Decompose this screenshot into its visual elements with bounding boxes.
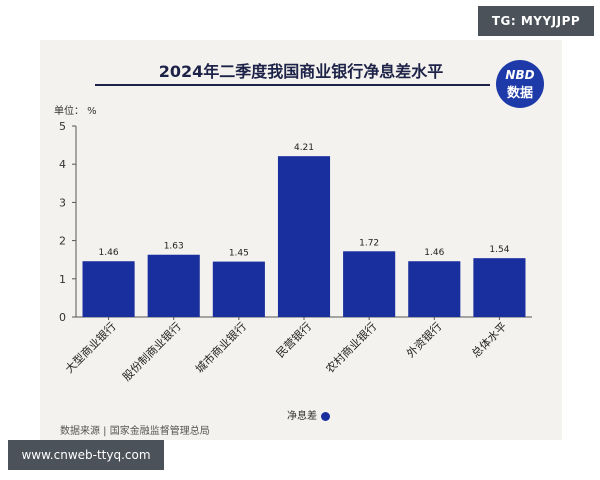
y-tick-label: 5 xyxy=(59,120,66,133)
bar-value-label: 1.45 xyxy=(229,249,249,259)
x-tick-label: 股份制商业银行 xyxy=(119,319,183,383)
x-tick-label: 总体水平 xyxy=(469,319,510,360)
nbd-logo: NBD 数据 xyxy=(496,60,544,108)
y-tick-label: 4 xyxy=(59,158,66,171)
bar xyxy=(343,251,396,317)
x-tick-label: 外资银行 xyxy=(403,319,444,360)
y-tick-label: 3 xyxy=(59,196,66,209)
y-tick-label: 0 xyxy=(59,311,66,324)
bar xyxy=(82,261,135,317)
title-underline xyxy=(95,84,490,86)
x-tick-label: 农村商业银行 xyxy=(323,319,380,376)
bar-value-label: 1.63 xyxy=(164,242,184,252)
bar xyxy=(408,261,461,317)
bar-value-label: 4.21 xyxy=(294,143,314,153)
bar xyxy=(473,258,526,317)
bar xyxy=(277,156,331,317)
unit-label: 单位： % xyxy=(54,106,97,117)
logo-text-bottom: 数据 xyxy=(506,86,533,101)
x-tick-label: 民营银行 xyxy=(273,319,314,360)
legend-label: 净息差 xyxy=(287,411,317,422)
website-tag: www.cnweb-ttyq.com xyxy=(8,440,164,470)
bar-value-label: 1.46 xyxy=(99,248,119,258)
legend-swatch xyxy=(321,411,330,421)
logo-text-top: NBD xyxy=(505,68,535,82)
chart-title: 2024年二季度我国商业银行净息差水平 xyxy=(158,62,444,81)
bar xyxy=(147,254,200,317)
bar-value-label: 1.46 xyxy=(424,248,444,258)
bar xyxy=(212,261,265,317)
chart-card: 2024年二季度我国商业银行净息差水平 NBD 数据 单位： % 0 1 2 3 4 5 1… xyxy=(40,40,562,440)
x-tick-label: 城市商业银行 xyxy=(192,319,249,376)
y-tick-label: 1 xyxy=(59,273,66,286)
data-source: 数据来源 | 国家金融监督管理总局 xyxy=(60,426,210,437)
y-tick-label: 2 xyxy=(59,235,66,248)
bar-chart: 0 1 2 3 4 5 1.46 大型商业银行 1.63 股份制商业银行 1.45 城市商业银行 4.2… xyxy=(59,120,532,384)
bar-value-label: 1.72 xyxy=(359,238,379,248)
telegram-tag: TG: MYYJJPP xyxy=(478,6,594,36)
legend: 净息差 xyxy=(287,407,330,422)
bar-value-label: 1.54 xyxy=(489,245,509,255)
x-tick-label: 大型商业银行 xyxy=(62,319,119,376)
